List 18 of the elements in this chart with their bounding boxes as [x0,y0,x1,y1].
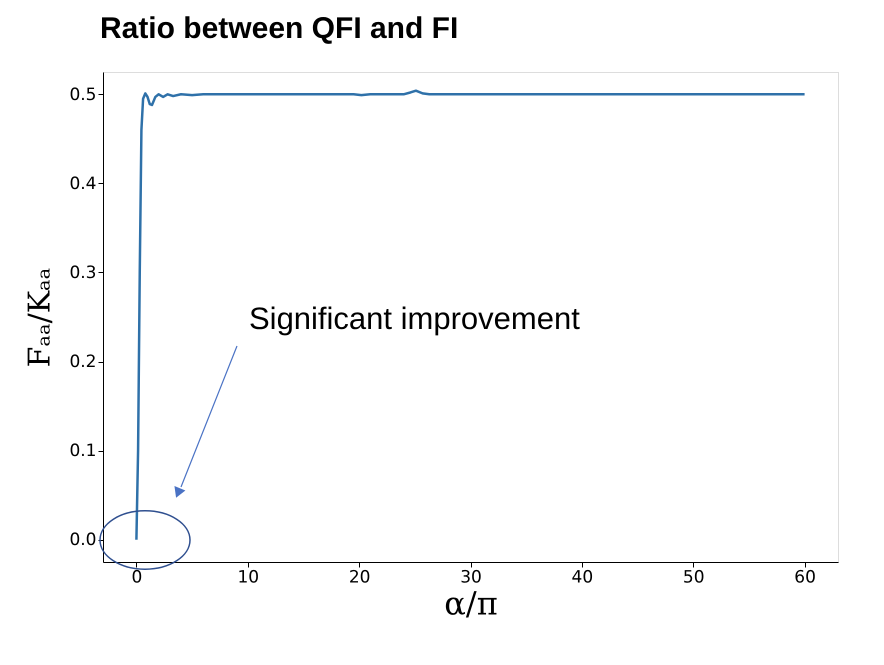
chart-title: Ratio between QFI and FI [100,12,458,45]
annotation: Significant improvement [249,301,580,336]
x-tick-label: 60 [794,568,816,588]
y-tick-label: 0.1 [69,441,96,462]
y-tick-label: 0.4 [69,174,96,194]
y-tick-label: 0.3 [69,262,96,283]
x-tick-label: 40 [572,568,594,588]
x-tick-label: 30 [460,568,482,588]
x-axis-title: α/π [444,584,498,622]
y-axis-title: Fₐₐ/Kₐₐ [22,268,58,368]
x-tick-label: 20 [348,568,370,588]
x-tick-label: 0 [131,568,142,588]
line-series [135,89,806,541]
y-tick-label: 0.2 [69,352,96,372]
y-tick-label: 0.0 [69,530,96,550]
x-tick-label: 50 [682,568,705,588]
y-tick-label: 0.5 [69,84,96,105]
x-tick-label: 10 [237,568,260,588]
